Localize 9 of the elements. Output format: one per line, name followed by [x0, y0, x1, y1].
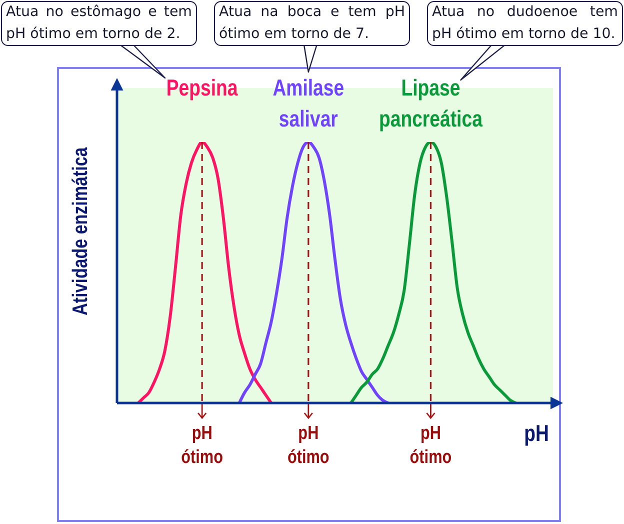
series-label: Amilase salivar [272, 76, 344, 132]
x-tick-label: pH ótimo [410, 421, 452, 468]
series-label: Lipase pancreática [378, 76, 483, 132]
x-tick-label: pH ótimo [287, 421, 330, 468]
x-tick-label: pH ótimo [181, 421, 223, 468]
text: Pepsina [166, 76, 238, 101]
x-axis-title: pH [524, 421, 549, 446]
speech-bubble: Atua na boca e tem pH ótimo em torno de 7. [214, 1, 410, 46]
y-axis-title: Atividade enzimática [69, 146, 92, 316]
